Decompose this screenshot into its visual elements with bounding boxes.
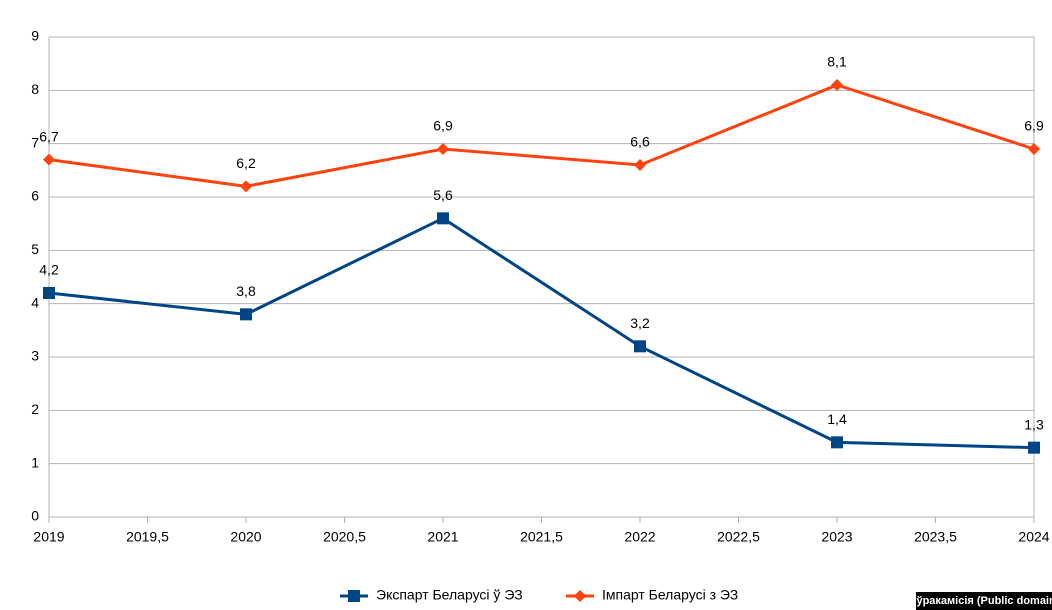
data-label: 6,9 <box>433 118 453 134</box>
marker <box>240 180 252 193</box>
x-tick-label: 2021 <box>427 529 458 545</box>
marker <box>1028 441 1040 454</box>
y-tick-label: 0 <box>31 508 39 524</box>
marker <box>574 590 586 602</box>
credit-box <box>916 592 1052 610</box>
data-label: 1,4 <box>827 411 847 427</box>
data-label: 5,6 <box>433 187 453 203</box>
legend-label: Імпарт Беларусі з ЭЗ <box>602 587 738 603</box>
data-label: 4,2 <box>39 262 59 278</box>
marker <box>831 436 843 449</box>
y-tick-label: 8 <box>31 81 39 97</box>
y-tick-label: 4 <box>31 294 39 310</box>
x-tick-label: 2020 <box>230 529 261 545</box>
y-tick-label: 9 <box>31 28 39 44</box>
x-tick-label: 2021,5 <box>520 529 563 545</box>
series-line <box>48 83 1035 188</box>
marker <box>634 159 646 171</box>
data-label: 6,7 <box>39 128 59 144</box>
x-tick-label: 2024 <box>1018 529 1049 545</box>
series-line <box>48 216 1035 450</box>
credit: Эўракамісія (Public domain) <box>909 595 1052 607</box>
data-label: 3,8 <box>236 283 256 299</box>
data-label: 6,6 <box>630 134 650 150</box>
marker <box>348 590 360 602</box>
data-label: 3,2 <box>630 315 650 331</box>
x-tick-label: 2019 <box>33 529 64 545</box>
x-tick-label: 2023 <box>821 529 852 545</box>
x-tick-label: 2022 <box>624 529 655 545</box>
y-tick-label: 7 <box>31 134 39 150</box>
y-tick-label: 1 <box>31 454 39 470</box>
marker <box>43 153 55 166</box>
x-tick-label: 2022,5 <box>717 529 760 545</box>
data-label: 8,1 <box>827 54 847 70</box>
marker <box>437 212 449 225</box>
data-label: 1,3 <box>1024 416 1044 432</box>
marker <box>831 79 843 91</box>
y-tick-label: 2 <box>31 401 39 417</box>
data-label: 6,2 <box>236 155 256 171</box>
legend-label: Экспарт Беларусі ў ЭЗ <box>376 587 523 603</box>
marker <box>240 308 252 321</box>
marker <box>43 287 55 299</box>
data-label: 6,9 <box>1024 118 1044 134</box>
marker <box>1028 143 1040 155</box>
marker <box>437 143 449 155</box>
y-tick-label: 6 <box>31 188 39 204</box>
x-tick-label: 2023,5 <box>914 529 957 545</box>
y-tick-label: 5 <box>31 241 39 257</box>
x-tick-label: 2020,5 <box>323 529 366 545</box>
x-tick-label: 2019,5 <box>126 529 169 545</box>
marker <box>634 340 646 353</box>
y-tick-label: 3 <box>31 348 39 364</box>
